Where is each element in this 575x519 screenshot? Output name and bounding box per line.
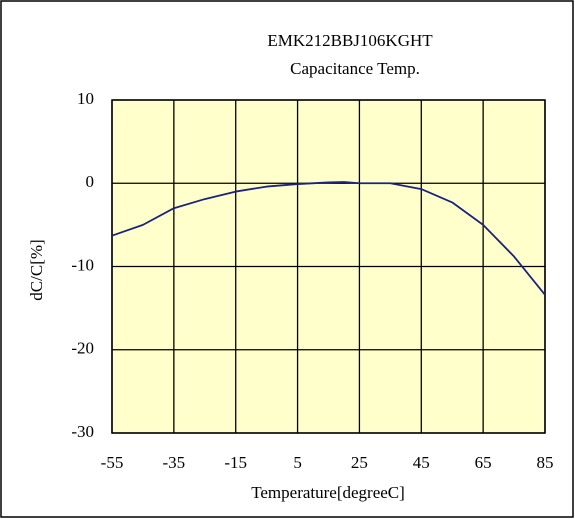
x-tick-label: -55: [101, 453, 124, 472]
x-tick-label: 65: [475, 453, 492, 472]
x-tick-label: 5: [293, 453, 302, 472]
y-tick-label: -20: [71, 339, 94, 358]
y-tick-label: -10: [71, 255, 94, 274]
x-axis-label: Temperature[degreeC]: [251, 483, 405, 502]
chart-title: EMK212BBJ106KGHT: [267, 31, 433, 50]
x-tick-label: -35: [163, 453, 186, 472]
data-line: [111, 181, 546, 296]
y-tick-label: 10: [77, 89, 94, 108]
chart-subtitle: Capacitance Temp.: [290, 59, 420, 78]
y-tick-label: 0: [86, 172, 95, 191]
x-tick-label: 25: [351, 453, 368, 472]
x-tick-label: 45: [413, 453, 430, 472]
y-axis-label: dC/C[%]: [27, 239, 46, 300]
x-tick-label: -15: [224, 453, 247, 472]
x-tick-label: 85: [537, 453, 554, 472]
plot-border: [111, 99, 546, 434]
y-tick-label: -30: [71, 422, 94, 441]
